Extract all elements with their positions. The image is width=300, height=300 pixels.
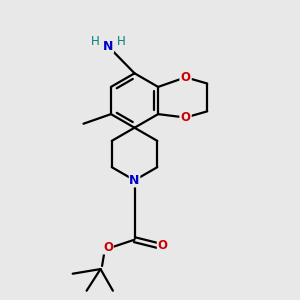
Text: O: O (181, 111, 190, 124)
Text: N: N (103, 40, 113, 53)
Text: O: O (158, 239, 167, 252)
Text: O: O (181, 71, 190, 84)
Text: H: H (117, 35, 126, 48)
Text: H: H (91, 35, 100, 48)
Text: O: O (103, 241, 113, 254)
Text: N: N (129, 174, 140, 187)
